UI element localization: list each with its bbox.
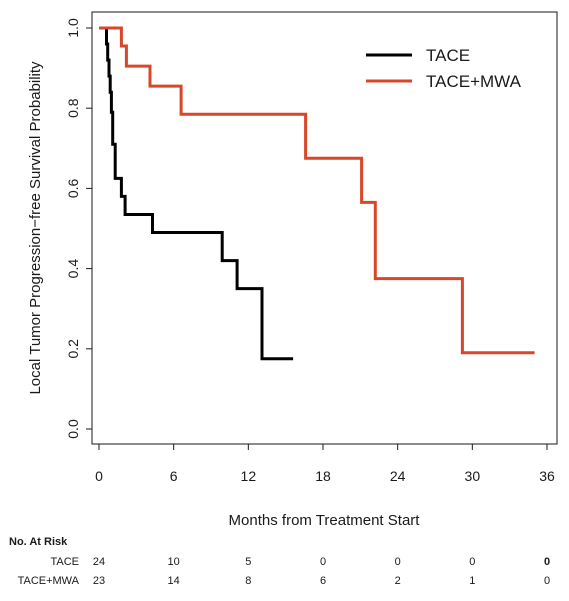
risk-values: 24 10 5 0 0 0 023 14 8 6 2 1 0	[93, 556, 550, 587]
y-tick-label: 1.0	[65, 18, 81, 38]
y-tick-label: 0.8	[65, 98, 81, 118]
y-tick-label: 0.4	[65, 259, 81, 279]
series-layer	[99, 26, 535, 361]
plot-frame	[91, 11, 558, 445]
risk-value-tace: 0	[320, 556, 326, 568]
legend-label-tace-mwa: TACE+MWA	[426, 72, 522, 91]
series-line-tace	[99, 26, 294, 361]
x-tick-label: 30	[465, 468, 481, 484]
x-axis-ticks: 0 6 12 18 24 30 36	[95, 444, 555, 484]
risk-value-tace-mwa: 0	[544, 575, 550, 587]
series-line-tace-mwa	[99, 26, 535, 355]
risk-value-tace-mwa: 8	[245, 575, 251, 587]
risk-value-tace: 0	[395, 556, 401, 568]
legend: TACE TACE+MWA	[366, 46, 522, 91]
risk-value-tace: 0	[469, 556, 475, 568]
risk-table: No. At Risk TACE TACE+MWA 24 10 5 0 0 0 023 14 8…	[9, 536, 550, 587]
y-axis-ticks: 0.0 0.2 0.4 0.6 0.8 1.0	[65, 18, 92, 439]
y-tick-label: 0.2	[65, 339, 81, 359]
risk-value-tace: 10	[168, 556, 180, 568]
risk-table-title: No. At Risk	[9, 536, 68, 548]
x-tick-label: 18	[315, 468, 331, 484]
risk-value-tace-mwa: 23	[93, 575, 105, 587]
x-tick-label: 6	[170, 468, 178, 484]
risk-value-tace-mwa: 14	[168, 575, 180, 587]
risk-row-label-tace-mwa: TACE+MWA	[18, 575, 80, 587]
risk-value-tace: 5	[245, 556, 251, 568]
x-tick-label: 12	[241, 468, 257, 484]
risk-value-tace-mwa: 2	[395, 575, 401, 587]
risk-row-label-tace: TACE	[50, 556, 79, 568]
y-tick-label: 0.0	[65, 419, 81, 439]
x-tick-label: 36	[539, 468, 555, 484]
risk-value-tace: 24	[93, 556, 105, 568]
legend-label-tace: TACE	[426, 46, 470, 65]
y-axis-title: Local Tumor Progression−free Survival Pr…	[27, 61, 44, 395]
risk-value-tace: 0	[544, 556, 550, 568]
x-axis-title: Months from Treatment Start	[229, 512, 421, 529]
risk-value-tace-mwa: 6	[320, 575, 326, 587]
x-tick-label: 24	[390, 468, 406, 484]
x-tick-label: 0	[95, 468, 103, 484]
y-tick-label: 0.6	[65, 178, 81, 198]
risk-value-tace-mwa: 1	[469, 575, 475, 587]
